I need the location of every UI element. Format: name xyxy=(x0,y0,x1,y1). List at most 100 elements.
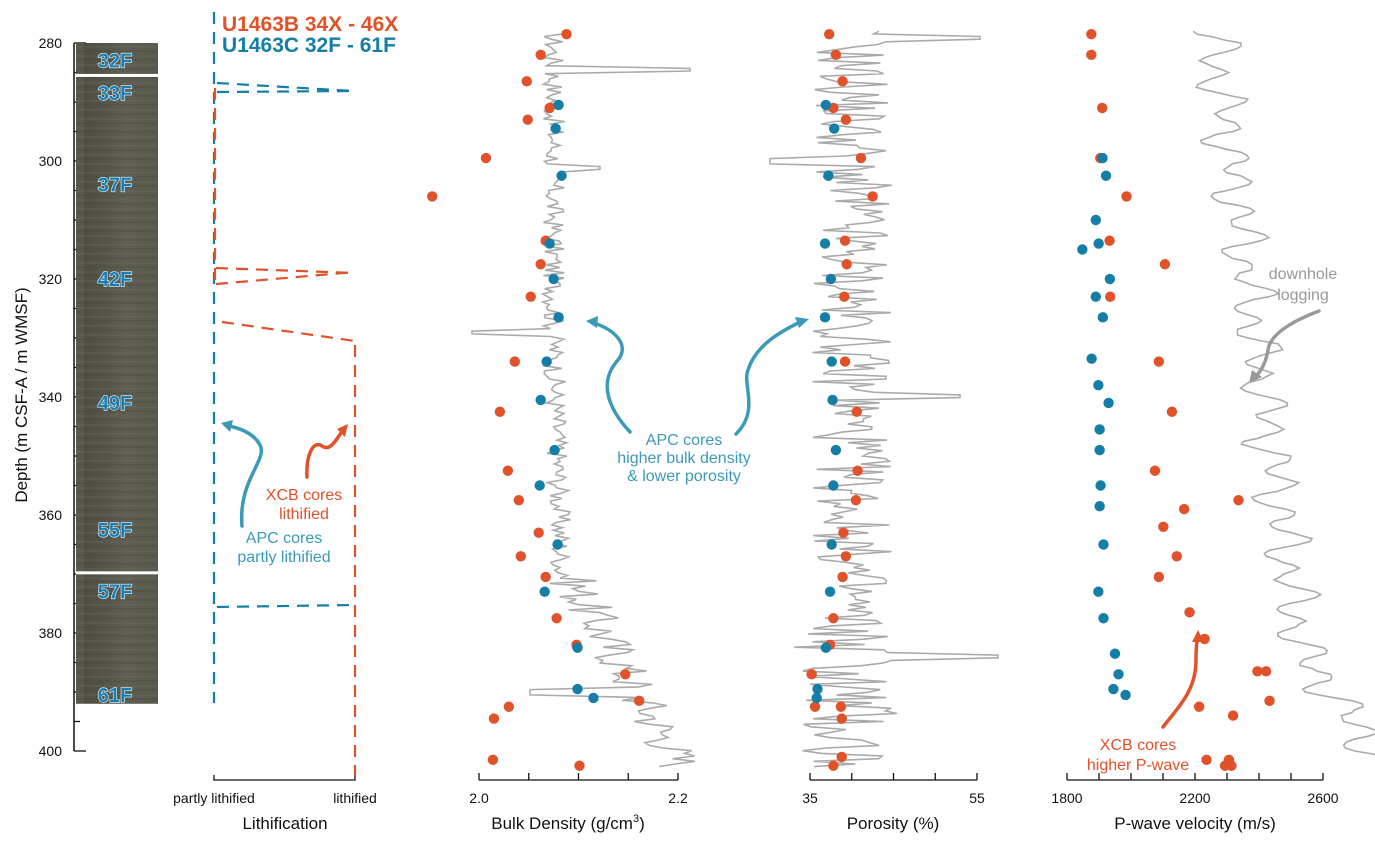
pwave-point-c xyxy=(1100,170,1112,181)
core-label-61F: 61F xyxy=(98,685,132,707)
bulk-density-point-c xyxy=(549,444,560,456)
xcb-pwave-line2: higher P-wave xyxy=(1087,757,1189,774)
bulk-density-point-c xyxy=(552,539,563,550)
depth-tick-label: 280 xyxy=(39,35,63,51)
bulk-density-point-b xyxy=(561,28,572,40)
depth-tick-label: 320 xyxy=(39,271,63,287)
pwave-point-c xyxy=(1090,291,1102,302)
downhole-annotation-line2: logging xyxy=(1277,287,1329,304)
porosity-point-c xyxy=(820,99,832,111)
xcb-offset-2 xyxy=(215,270,356,286)
pwave-point-b xyxy=(1086,49,1097,60)
bulk-density-point-c xyxy=(539,586,550,597)
lithification-tick-lithified: lithified xyxy=(333,790,377,806)
pwave-tick-label: 2200 xyxy=(1179,790,1210,806)
lithification-axis-title: Lithification xyxy=(242,814,327,833)
bulk-density-point-c xyxy=(553,99,564,111)
porosity-tick-label: 35 xyxy=(802,790,818,806)
porosity-point-c xyxy=(829,123,840,134)
pwave-logging-curve xyxy=(1192,30,1375,756)
porosity-point-c xyxy=(811,692,822,704)
porosity-point-b xyxy=(838,527,849,538)
porosity-point-b xyxy=(809,701,821,712)
apc-annotation-arrowhead xyxy=(221,420,233,432)
xcb-annotation-arrowhead xyxy=(337,424,348,437)
bulk-density-point-b xyxy=(574,760,585,771)
xcb-annotation-arrow xyxy=(305,428,345,479)
porosity-point-b xyxy=(839,356,851,367)
pwave-point-b xyxy=(1171,551,1182,562)
bulk-density-point-c xyxy=(534,480,545,491)
pwave-point-c xyxy=(1098,613,1109,624)
porosity-point-c xyxy=(826,356,837,367)
xcb-offset-3 xyxy=(221,320,356,343)
porosity-point-b xyxy=(830,49,842,60)
core-image: 32F 33F 37F 42F 49F 55F 57F 61F xyxy=(76,43,158,708)
porosity-point-b xyxy=(841,259,852,270)
porosity-point-c xyxy=(819,312,831,323)
pwave-point-b xyxy=(1153,356,1165,367)
porosity-point-b xyxy=(828,613,839,624)
bulk-density-point-c xyxy=(572,683,583,695)
porosity-axis-title: Porosity (%) xyxy=(847,814,940,833)
pwave-point-c xyxy=(1098,539,1109,550)
pwave-point-c xyxy=(1094,444,1105,456)
apc-density-arrowhead xyxy=(586,316,598,328)
depth-axis-title: Depth (m CSF-A / m WMSF) xyxy=(12,287,31,502)
depth-tick-label: 300 xyxy=(39,153,63,169)
porosity-point-b xyxy=(850,495,862,506)
porosity-point-b xyxy=(839,235,851,246)
xcb-pwave-arrow xyxy=(1161,635,1200,729)
bulk-density-point-c xyxy=(544,238,555,249)
bulk-density-point-b xyxy=(533,527,544,538)
core-photo xyxy=(76,43,158,704)
depth-tick-label: 400 xyxy=(39,743,63,759)
bulk-density-point-c xyxy=(541,356,552,367)
apc-offset-bottom xyxy=(216,603,354,609)
bulk-density-point-b xyxy=(544,102,555,114)
pwave-point-b xyxy=(1233,495,1244,506)
pwave-point-b xyxy=(1227,710,1239,721)
porosity-point-c xyxy=(819,238,831,249)
pwave-point-c xyxy=(1086,353,1097,364)
apc-annotation-line2: partly lithified xyxy=(237,549,330,566)
porosity-point-b xyxy=(828,760,839,771)
bulk-density-point-b xyxy=(503,701,515,712)
porosity-point-b xyxy=(837,571,848,583)
porosity-point-b xyxy=(839,291,850,302)
pwave-point-c xyxy=(1094,424,1105,435)
bulk-density-point-b xyxy=(502,465,514,476)
pwave-tick-label: 2600 xyxy=(1307,790,1338,806)
lithification-panel: partly lithified lithified Lithification… xyxy=(173,12,377,833)
bulk-density-point-c xyxy=(572,642,583,653)
apc-density-arrow xyxy=(592,321,632,434)
pwave-point-c xyxy=(1120,689,1131,701)
pwave-point-c xyxy=(1108,683,1119,695)
porosity-point-c xyxy=(823,170,834,181)
porosity-point-b xyxy=(836,751,847,763)
pwave-point-c xyxy=(1077,244,1088,255)
depth-tick-label: 360 xyxy=(39,507,63,523)
porosity-tick-label: 55 xyxy=(969,790,985,806)
pwave-point-b xyxy=(1264,695,1275,707)
porosity-point-c xyxy=(827,394,838,406)
porosity-point-c xyxy=(826,539,837,550)
depth-tick-label: 340 xyxy=(39,389,63,405)
bulk-density-point-c xyxy=(550,123,561,134)
porosity-point-b xyxy=(836,713,847,724)
apc-density-line3: & lower porosity xyxy=(627,468,741,485)
bulk-density-point-b xyxy=(521,76,532,87)
porosity-panel: 35 55 Porosity (%) xyxy=(769,28,999,833)
pwave-axis-title: P-wave velocity (m/s) xyxy=(1114,814,1276,833)
pwave-point-b xyxy=(1201,754,1212,766)
bulk-density-point-b xyxy=(427,191,438,202)
apc-porosity-arrowhead xyxy=(795,317,809,328)
downhole-annotation-arrow xyxy=(1254,309,1321,378)
porosity-point-c xyxy=(824,586,836,597)
apc-density-line2: higher bulk density xyxy=(617,450,750,467)
core-break-line xyxy=(76,73,158,77)
bulk-density-point-b xyxy=(633,695,645,707)
porosity-point-b xyxy=(852,465,863,476)
legend-series-c: U1463C 32F - 61F xyxy=(222,34,396,57)
